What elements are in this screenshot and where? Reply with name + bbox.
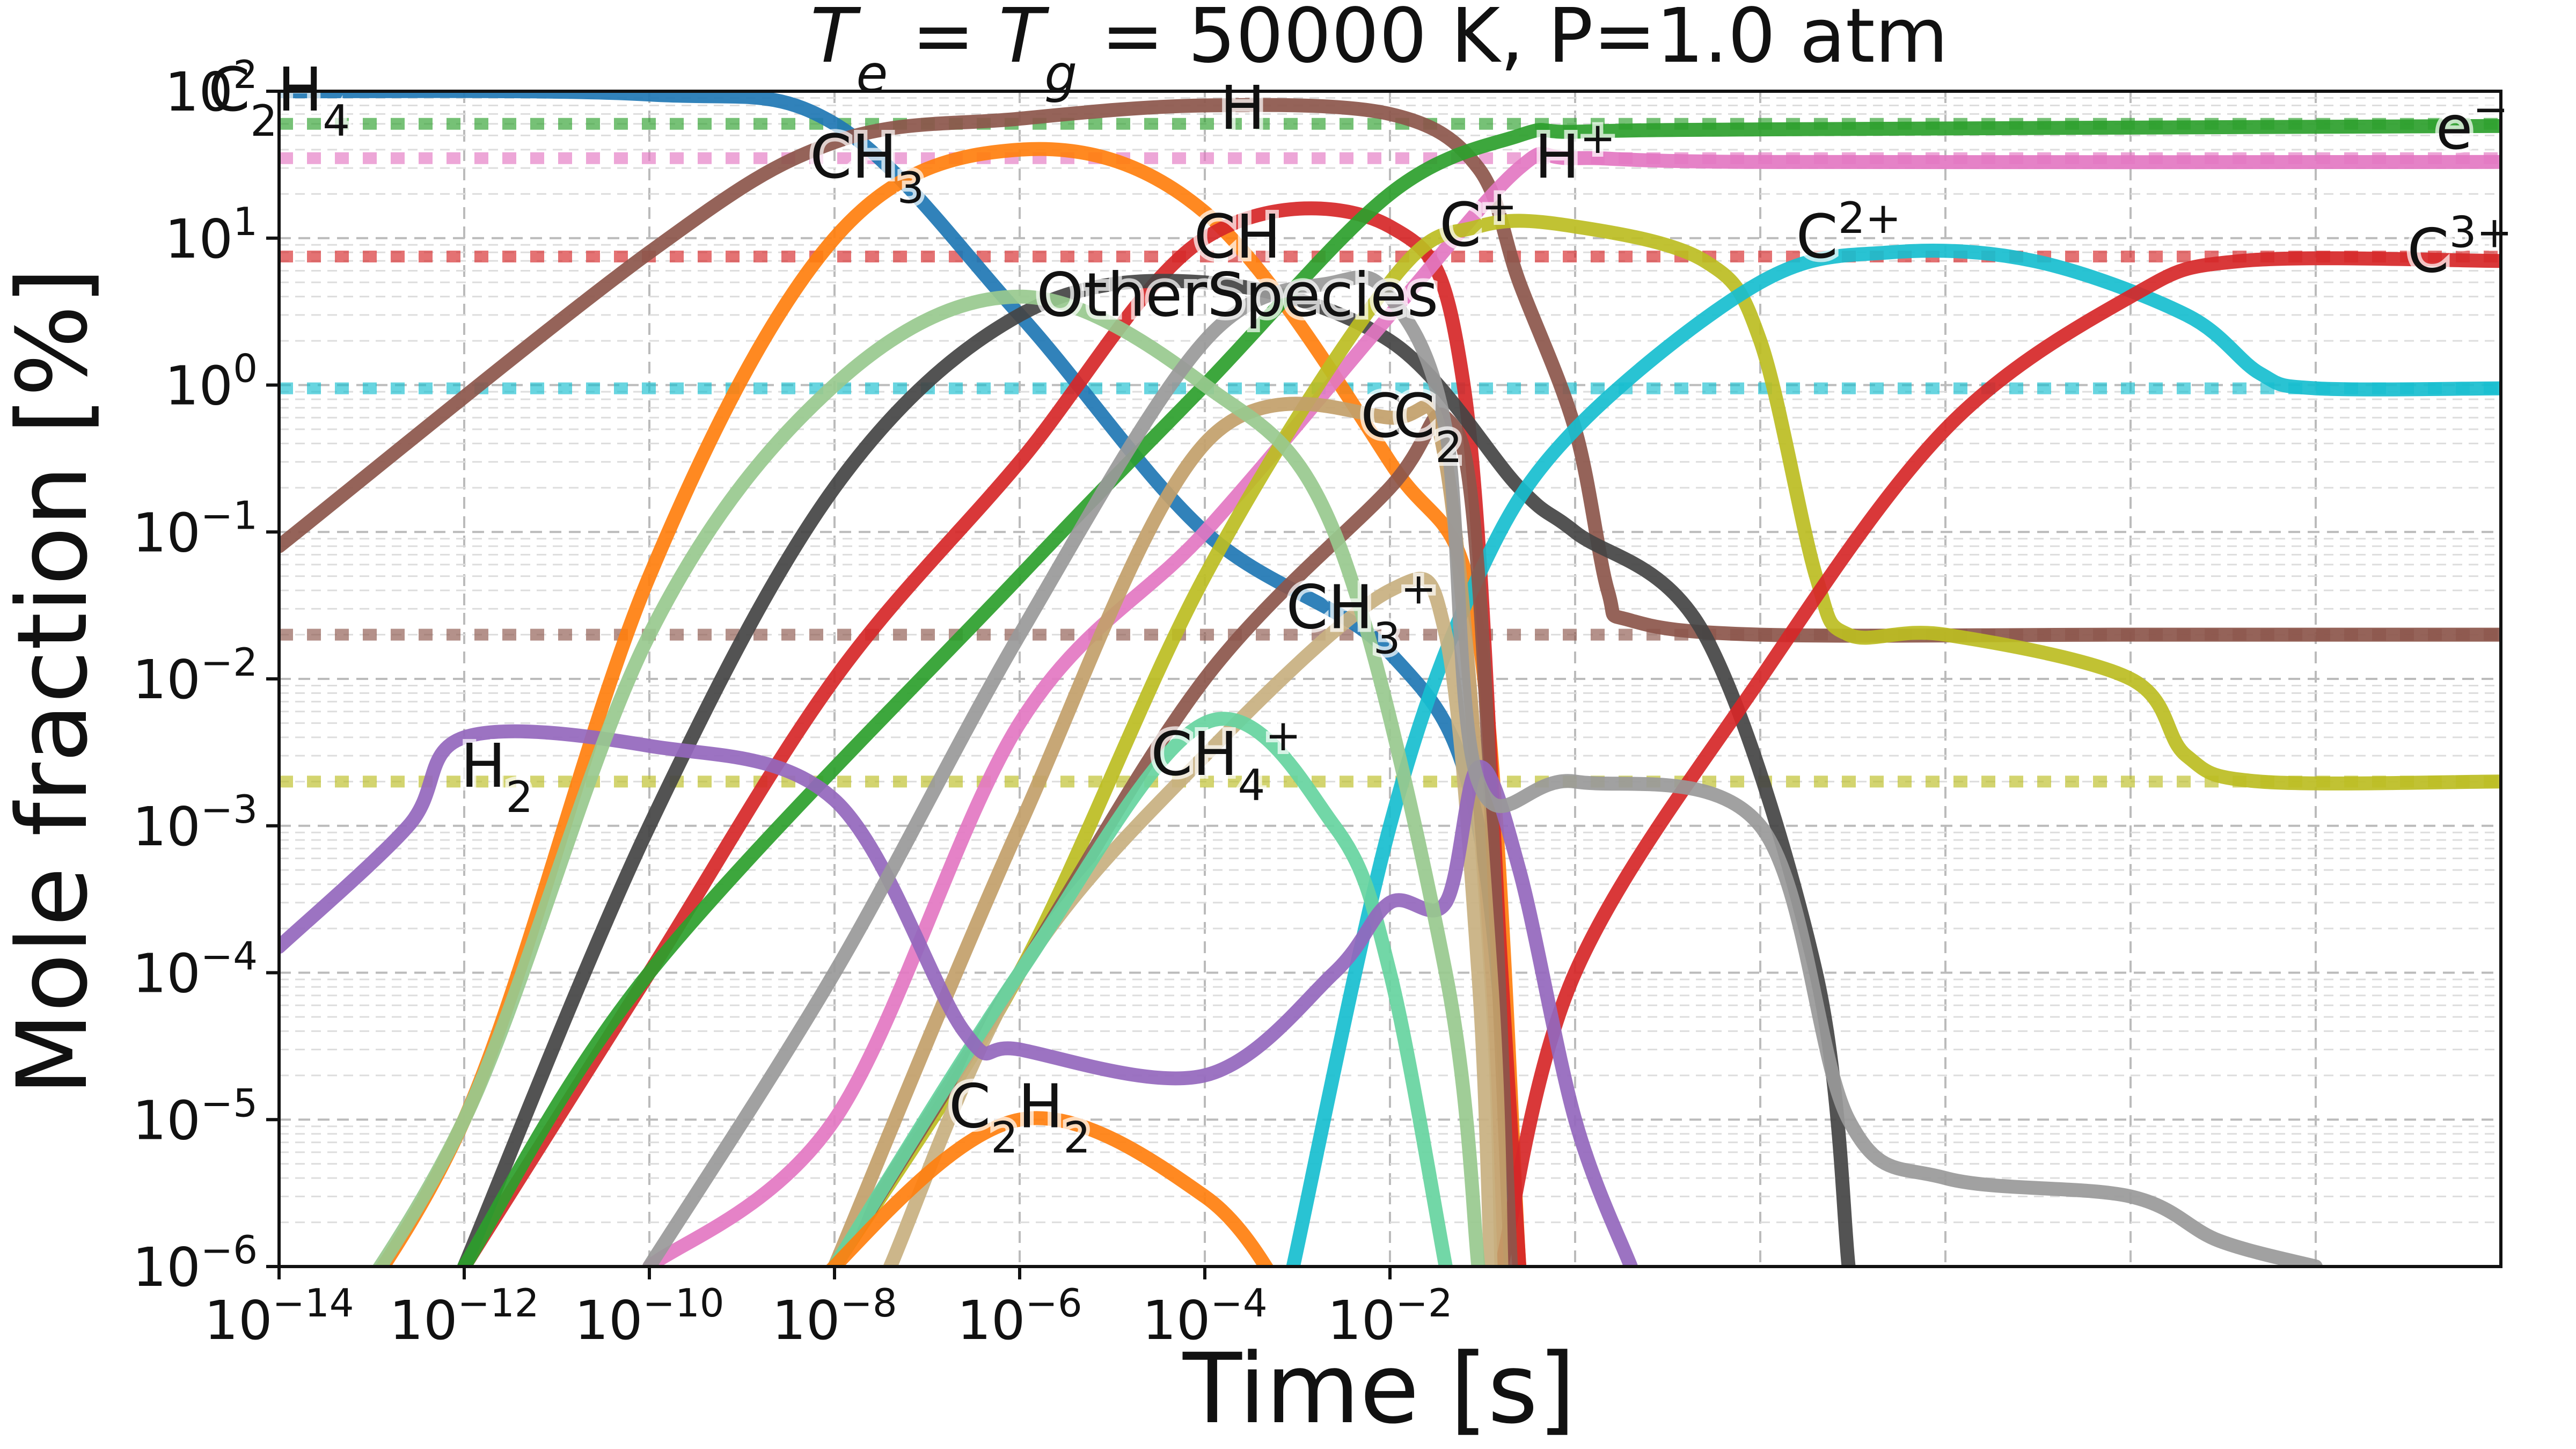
x-tick-label: 10−8 bbox=[772, 1280, 897, 1352]
series-line-c2h2 bbox=[825, 1111, 1274, 1267]
series-lines bbox=[279, 91, 2501, 1267]
series-line-h- bbox=[642, 147, 2501, 1267]
series-line-unlabeled bbox=[372, 289, 1485, 1267]
series-line-e- bbox=[457, 119, 2501, 1267]
series-label: C2H4 bbox=[208, 55, 350, 146]
series-line-h2 bbox=[279, 724, 1638, 1267]
x-axis-label: Time [s] bbox=[1182, 1333, 1576, 1445]
y-tick-label: 101 bbox=[165, 199, 258, 270]
series-line-ch4- bbox=[828, 712, 1453, 1267]
series-label: C+ bbox=[1439, 181, 1517, 261]
y-tick-label: 10−1 bbox=[133, 493, 258, 564]
series-line-c bbox=[828, 397, 1509, 1267]
y-axis-label: Mole fraction [%] bbox=[0, 267, 109, 1096]
series-label: e− bbox=[2436, 84, 2509, 164]
series-label: CH bbox=[1194, 202, 1281, 272]
y-axis-ticks: 10−6 10−5 10−4 10−3 10−2 10−1 100 101 102 bbox=[133, 52, 279, 1299]
y-tick-label: 10−4 bbox=[133, 934, 258, 1005]
series-label: CH3+ bbox=[1286, 564, 1436, 663]
y-tick-label: 10−2 bbox=[133, 640, 258, 711]
x-tick-label: 10−4 bbox=[1142, 1280, 1267, 1352]
y-tick-label: 100 bbox=[165, 346, 258, 418]
series-label: C bbox=[1360, 382, 1402, 451]
x-axis-ticks: 10−14 10−12 10−10 10−8 10−6 10−4 10−2 bbox=[204, 1267, 1453, 1352]
series-label: C2 bbox=[1393, 382, 1462, 472]
y-tick-label: 10−6 bbox=[133, 1227, 258, 1299]
series-line-unlabeled bbox=[642, 270, 2323, 1267]
x-tick-label: 10−2 bbox=[1327, 1280, 1452, 1352]
chart-title: Te = Tg = 50000 K, P=1.0 atm bbox=[810, 0, 1948, 104]
series-label: CH4+ bbox=[1151, 711, 1301, 810]
series-label: OtherSpecies bbox=[1036, 261, 1438, 331]
y-tick-label: 10−3 bbox=[133, 787, 258, 858]
x-tick-label: 10−12 bbox=[389, 1280, 539, 1352]
series-label: CH3 bbox=[810, 122, 924, 213]
y-tick-label: 102 bbox=[165, 52, 258, 123]
y-tick-label: 10−5 bbox=[133, 1080, 258, 1152]
x-tick-label: 10−6 bbox=[957, 1280, 1082, 1352]
series-line-c2- bbox=[1286, 244, 2501, 1267]
series-line-c3- bbox=[1494, 251, 2501, 1267]
series-label: C2+ bbox=[1796, 193, 1901, 272]
series-line-c- bbox=[828, 214, 2501, 1267]
series-label: H2 bbox=[460, 731, 533, 822]
series-line-otherspecies bbox=[457, 274, 1856, 1267]
series-label: H bbox=[1220, 74, 1265, 143]
x-tick-label: 10−10 bbox=[574, 1280, 724, 1352]
series-label: C2H2 bbox=[949, 1072, 1091, 1163]
series-label: H+ bbox=[1534, 113, 1615, 192]
x-tick-label: 10−14 bbox=[204, 1280, 354, 1352]
